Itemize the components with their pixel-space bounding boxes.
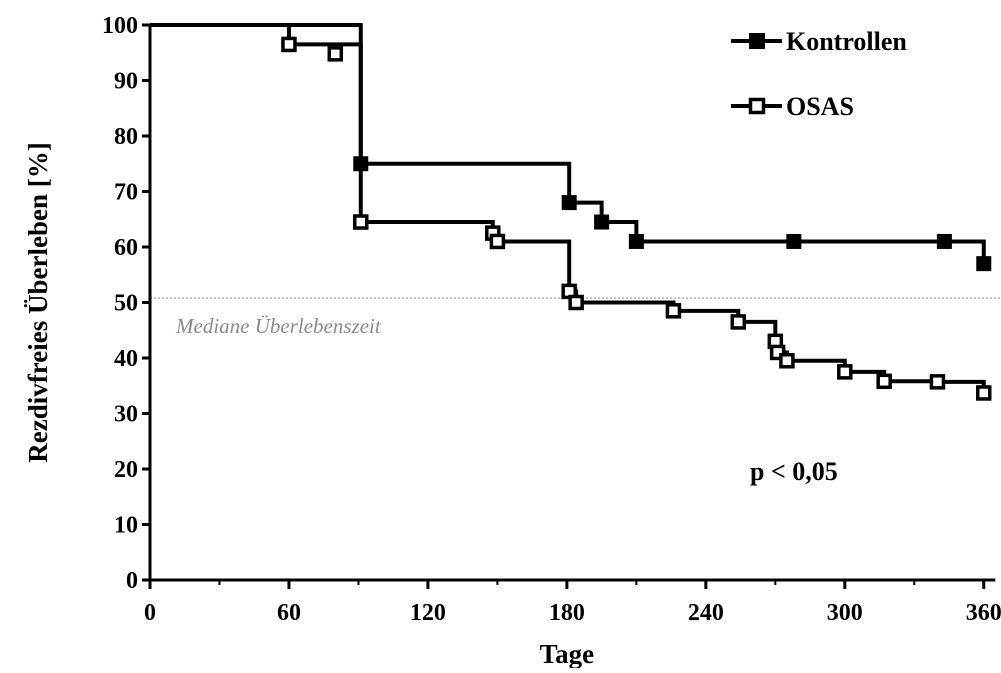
data-point-osas xyxy=(327,46,344,62)
y-tick-label: 40 xyxy=(114,346,138,372)
data-point-osas xyxy=(976,385,992,401)
p-value-annotation: p < 0,05 xyxy=(750,457,838,486)
y-tick-label: 90 xyxy=(114,69,138,95)
x-tick-label: 120 xyxy=(410,600,446,626)
data-point-osas xyxy=(353,214,369,230)
series-line-kontrollen xyxy=(150,23,986,264)
x-tick-label: 180 xyxy=(549,600,585,626)
data-point-osas xyxy=(876,373,892,390)
x-tick-label: 360 xyxy=(966,600,1001,626)
y-tick-label: 0 xyxy=(126,568,138,594)
legend-item-kontrollen: Kontrollen xyxy=(731,27,907,56)
data-point-kontrollen xyxy=(628,233,644,249)
legend: Kontrollen OSAS xyxy=(731,27,907,121)
y-tick-label: 60 xyxy=(114,235,138,261)
y-tick-label: 30 xyxy=(114,402,138,428)
y-tick-label: 70 xyxy=(114,180,138,206)
y-tick-label: 10 xyxy=(114,513,138,539)
y-axis-title: Rezdivfreies Überleben [%] xyxy=(23,142,53,462)
legend-marker-kontrollen xyxy=(749,33,765,49)
data-point-osas xyxy=(779,353,795,369)
x-tick-label: 60 xyxy=(277,600,301,626)
series-osas xyxy=(150,23,992,401)
x-axis-ticks: 0 60 120 180 240 300 360 xyxy=(144,580,1001,626)
data-point-kontrollen xyxy=(594,214,610,230)
data-point-osas xyxy=(489,233,506,250)
y-tick-label: 20 xyxy=(114,457,138,483)
y-tick-label: 100 xyxy=(102,13,138,39)
data-point-osas xyxy=(568,294,584,311)
y-tick-label: 50 xyxy=(114,291,138,317)
series-kontrollen xyxy=(150,23,992,272)
data-point-osas xyxy=(281,36,297,53)
data-point-osas xyxy=(730,314,747,330)
data-point-kontrollen xyxy=(936,233,952,249)
x-tick-label: 300 xyxy=(827,600,863,626)
y-axis-ticks: 0 10 20 30 40 50 60 70 80 90 100 xyxy=(102,13,150,594)
data-point-osas xyxy=(837,364,853,380)
x-tick-label: 0 xyxy=(144,600,156,626)
data-point-kontrollen xyxy=(561,195,577,211)
legend-marker-osas xyxy=(748,97,766,115)
x-axis-title: Tage xyxy=(540,639,595,668)
data-point-kontrollen xyxy=(976,256,992,272)
series-line-osas xyxy=(150,23,986,393)
series-layer xyxy=(150,23,992,401)
data-point-osas xyxy=(929,374,946,390)
data-point-kontrollen xyxy=(786,233,802,249)
x-tick-label: 240 xyxy=(688,600,724,626)
data-point-osas xyxy=(665,303,682,319)
legend-item-osas: OSAS xyxy=(731,92,854,121)
legend-label-osas: OSAS xyxy=(786,92,854,121)
axes: 0 60 120 180 240 300 360 0 10 20 30 40 50 60 70 80 90 10… xyxy=(102,13,1001,626)
median-reference-label: Mediane Überlebenszeit xyxy=(175,314,382,338)
legend-label-kontrollen: Kontrollen xyxy=(786,27,907,56)
y-tick-label: 80 xyxy=(114,124,138,150)
